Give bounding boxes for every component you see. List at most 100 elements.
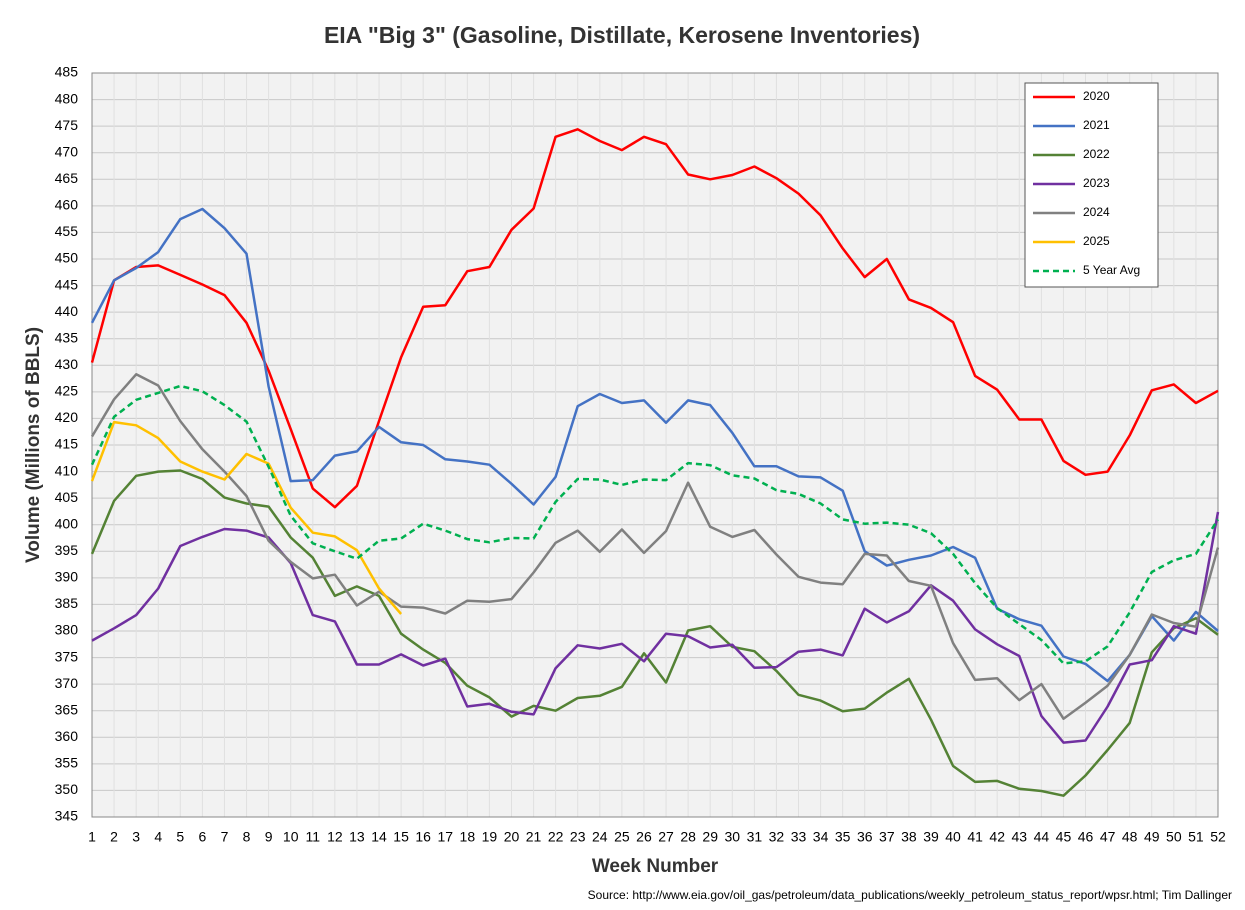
x-tick-label: 8 [243,829,251,845]
x-tick-label: 47 [1100,829,1116,845]
legend-label: 2021 [1083,118,1110,132]
y-tick-label: 420 [55,409,79,425]
x-axis-title: Week Number [592,856,719,877]
x-tick-label: 7 [221,829,229,845]
x-tick-label: 9 [265,829,273,845]
y-tick-label: 365 [55,701,79,717]
legend-label: 2025 [1083,234,1110,248]
x-tick-label: 33 [791,829,807,845]
x-tick-label: 5 [176,829,184,845]
x-tick-label: 44 [1034,829,1050,845]
x-tick-label: 13 [349,829,365,845]
legend-label: 2020 [1083,89,1110,103]
series-line [90,384,1220,665]
y-tick-label: 475 [55,117,79,133]
x-tick-label: 28 [680,829,696,845]
x-tick-label: 3 [132,829,140,845]
series-line [90,207,1219,683]
y-tick-label: 465 [55,170,79,186]
y-tick-label: 425 [55,383,79,399]
y-tick-label: 450 [55,250,79,266]
x-tick-label: 41 [967,829,983,845]
y-tick-label: 470 [55,143,79,159]
x-tick-label: 49 [1144,829,1160,845]
y-tick-label: 385 [55,595,79,611]
x-tick-label: 6 [198,829,206,845]
x-tick-label: 24 [592,829,608,845]
x-tick-label: 42 [989,829,1005,845]
x-tick-label: 52 [1210,829,1226,845]
x-tick-label: 38 [901,829,917,845]
plot-border [91,72,1219,818]
series-line [90,420,403,615]
series-line [90,128,1219,509]
y-tick-label: 485 [55,64,79,80]
y-tick-label: 410 [55,462,79,478]
y-tick-label: 380 [55,622,79,638]
legend-label: 2022 [1083,147,1110,161]
y-tick-label: 370 [55,675,79,691]
x-tick-label: 25 [614,829,630,845]
y-tick-label: 430 [55,356,79,372]
x-tick-label: 45 [1056,829,1072,845]
series-line [90,469,1219,797]
x-tick-label: 29 [702,829,718,845]
x-tick-label: 12 [327,829,343,845]
x-tick-label: 4 [154,829,162,845]
x-tick-label: 10 [283,829,299,845]
x-tick-label: 51 [1188,829,1204,845]
x-tick-label: 16 [415,829,431,845]
x-tick-label: 11 [306,829,321,845]
source-note: Source: http://www.eia.gov/oil_gas/petro… [588,888,1232,902]
y-tick-label: 375 [55,648,79,664]
y-tick-label: 460 [55,197,79,213]
x-tick-label: 43 [1012,829,1028,845]
y-tick-label: 440 [55,303,79,319]
y-tick-label: 435 [55,329,79,345]
x-tick-label: 19 [482,829,498,845]
x-tick-label: 32 [769,829,785,845]
x-tick-label: 18 [460,829,476,845]
x-tick-label: 30 [724,829,740,845]
x-tick-label: 37 [879,829,895,845]
y-tick-label: 345 [55,808,79,824]
series-line [90,373,1220,720]
x-tick-label: 40 [945,829,961,845]
x-tick-label: 39 [923,829,939,845]
y-axis-title: Volume (Millions of BBLS) [23,327,44,563]
y-tick-label: 445 [55,276,79,292]
chart-title: EIA "Big 3" (Gasoline, Distillate, Keros… [324,22,920,48]
y-tick-label: 480 [55,90,79,106]
y-tick-label: 395 [55,542,79,558]
x-tick-label: 34 [813,829,829,845]
y-tick-label: 355 [55,755,79,771]
x-tick-label: 36 [857,829,873,845]
x-tick-label: 31 [747,829,763,845]
y-tick-label: 360 [55,728,79,744]
x-tick-label: 22 [548,829,564,845]
x-tick-label: 2 [110,829,118,845]
x-tick-label: 27 [658,829,674,845]
y-tick-label: 350 [55,781,79,797]
y-tick-label: 455 [55,223,79,239]
legend-label: 2024 [1083,205,1110,219]
y-tick-label: 415 [55,436,79,452]
x-tick-label: 21 [526,829,542,845]
x-tick-label: 20 [504,829,520,845]
x-tick-label: 1 [88,829,96,845]
y-tick-label: 405 [55,489,79,505]
x-tick-label: 15 [393,829,409,845]
x-tick-label: 17 [437,829,453,845]
x-tick-label: 26 [636,829,652,845]
x-tick-label: 46 [1078,829,1094,845]
x-tick-label: 23 [570,829,586,845]
x-tick-label: 50 [1166,829,1182,845]
legend-label: 5 Year Avg [1083,263,1140,277]
y-tick-label: 390 [55,569,79,585]
x-tick-label: 14 [371,829,387,845]
legend-label: 2023 [1083,176,1110,190]
y-tick-label: 400 [55,515,79,531]
x-tick-label: 35 [835,829,851,845]
x-tick-label: 48 [1122,829,1138,845]
